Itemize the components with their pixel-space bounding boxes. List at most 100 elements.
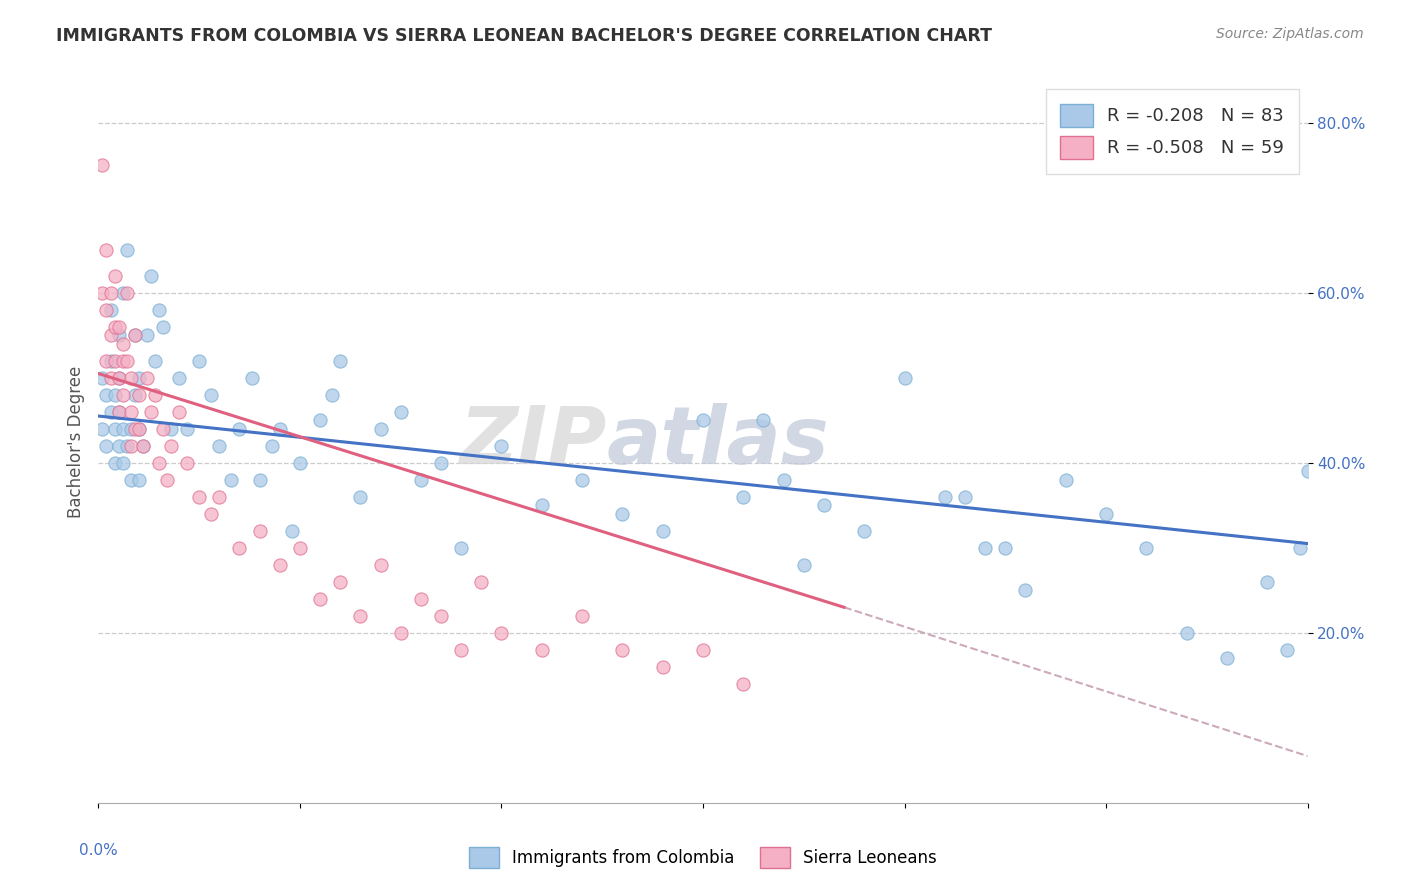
- Point: [692, 642, 714, 657]
- Point: [1175, 625, 1198, 640]
- Point: [103, 353, 125, 368]
- Point: [651, 524, 673, 538]
- Point: [160, 439, 183, 453]
- Point: [143, 388, 166, 402]
- Point: [139, 268, 162, 283]
- Point: [115, 285, 138, 300]
- Point: [612, 507, 634, 521]
- Point: [100, 302, 122, 317]
- Point: [491, 439, 513, 453]
- Point: [111, 336, 134, 351]
- Point: [269, 422, 291, 436]
- Point: [96, 388, 118, 402]
- Text: ZIP: ZIP: [458, 402, 606, 481]
- Point: [120, 439, 142, 453]
- Point: [120, 371, 142, 385]
- Point: [370, 558, 392, 572]
- Point: [100, 353, 122, 368]
- Point: [96, 302, 118, 317]
- Point: [120, 405, 142, 419]
- Point: [772, 473, 794, 487]
- Point: [853, 524, 876, 538]
- Point: [571, 608, 593, 623]
- Point: [571, 473, 593, 487]
- Point: [128, 422, 150, 436]
- Point: [281, 524, 304, 538]
- Point: [450, 642, 472, 657]
- Point: [115, 439, 138, 453]
- Point: [1305, 498, 1327, 512]
- Point: [470, 574, 492, 589]
- Point: [115, 244, 138, 258]
- Point: [188, 353, 211, 368]
- Point: [103, 319, 125, 334]
- Legend: R = -0.208   N = 83, R = -0.508   N = 59: R = -0.208 N = 83, R = -0.508 N = 59: [1046, 89, 1299, 174]
- Point: [120, 473, 142, 487]
- Point: [103, 388, 125, 402]
- Point: [139, 405, 162, 419]
- Point: [111, 422, 134, 436]
- Point: [733, 490, 755, 504]
- Point: [188, 490, 211, 504]
- Point: [389, 625, 412, 640]
- Point: [152, 422, 174, 436]
- Point: [103, 456, 125, 470]
- Point: [107, 328, 129, 343]
- Text: IMMIGRANTS FROM COLOMBIA VS SIERRA LEONEAN BACHELOR'S DEGREE CORRELATION CHART: IMMIGRANTS FROM COLOMBIA VS SIERRA LEONE…: [56, 27, 993, 45]
- Point: [752, 413, 775, 427]
- Point: [953, 490, 976, 504]
- Point: [124, 328, 146, 343]
- Point: [124, 422, 146, 436]
- Point: [389, 405, 412, 419]
- Point: [1296, 464, 1319, 478]
- Point: [148, 302, 170, 317]
- Point: [893, 371, 915, 385]
- Y-axis label: Bachelor's Degree: Bachelor's Degree: [66, 366, 84, 517]
- Point: [409, 591, 432, 606]
- Point: [107, 405, 129, 419]
- Point: [128, 388, 150, 402]
- Point: [1288, 541, 1310, 555]
- Point: [370, 422, 392, 436]
- Point: [176, 422, 198, 436]
- Point: [96, 439, 118, 453]
- Point: [100, 328, 122, 343]
- Point: [156, 473, 179, 487]
- Point: [124, 388, 146, 402]
- Point: [132, 439, 155, 453]
- Point: [409, 473, 432, 487]
- Point: [309, 591, 332, 606]
- Point: [221, 473, 243, 487]
- Text: 0.0%: 0.0%: [79, 843, 118, 857]
- Point: [100, 285, 122, 300]
- Point: [135, 371, 157, 385]
- Point: [91, 158, 114, 172]
- Point: [107, 319, 129, 334]
- Point: [530, 498, 553, 512]
- Point: [228, 541, 250, 555]
- Point: [167, 371, 190, 385]
- Point: [143, 353, 166, 368]
- Text: Source: ZipAtlas.com: Source: ZipAtlas.com: [1216, 27, 1364, 41]
- Point: [96, 353, 118, 368]
- Point: [288, 541, 311, 555]
- Point: [103, 422, 125, 436]
- Point: [249, 473, 271, 487]
- Point: [128, 473, 150, 487]
- Point: [329, 353, 352, 368]
- Point: [430, 608, 453, 623]
- Point: [111, 456, 134, 470]
- Point: [128, 371, 150, 385]
- Point: [612, 642, 634, 657]
- Point: [1256, 574, 1278, 589]
- Point: [160, 422, 183, 436]
- Point: [148, 456, 170, 470]
- Point: [135, 328, 157, 343]
- Point: [321, 388, 343, 402]
- Point: [240, 371, 263, 385]
- Point: [491, 625, 513, 640]
- Point: [208, 439, 231, 453]
- Point: [1216, 651, 1239, 665]
- Point: [349, 490, 371, 504]
- Point: [430, 456, 453, 470]
